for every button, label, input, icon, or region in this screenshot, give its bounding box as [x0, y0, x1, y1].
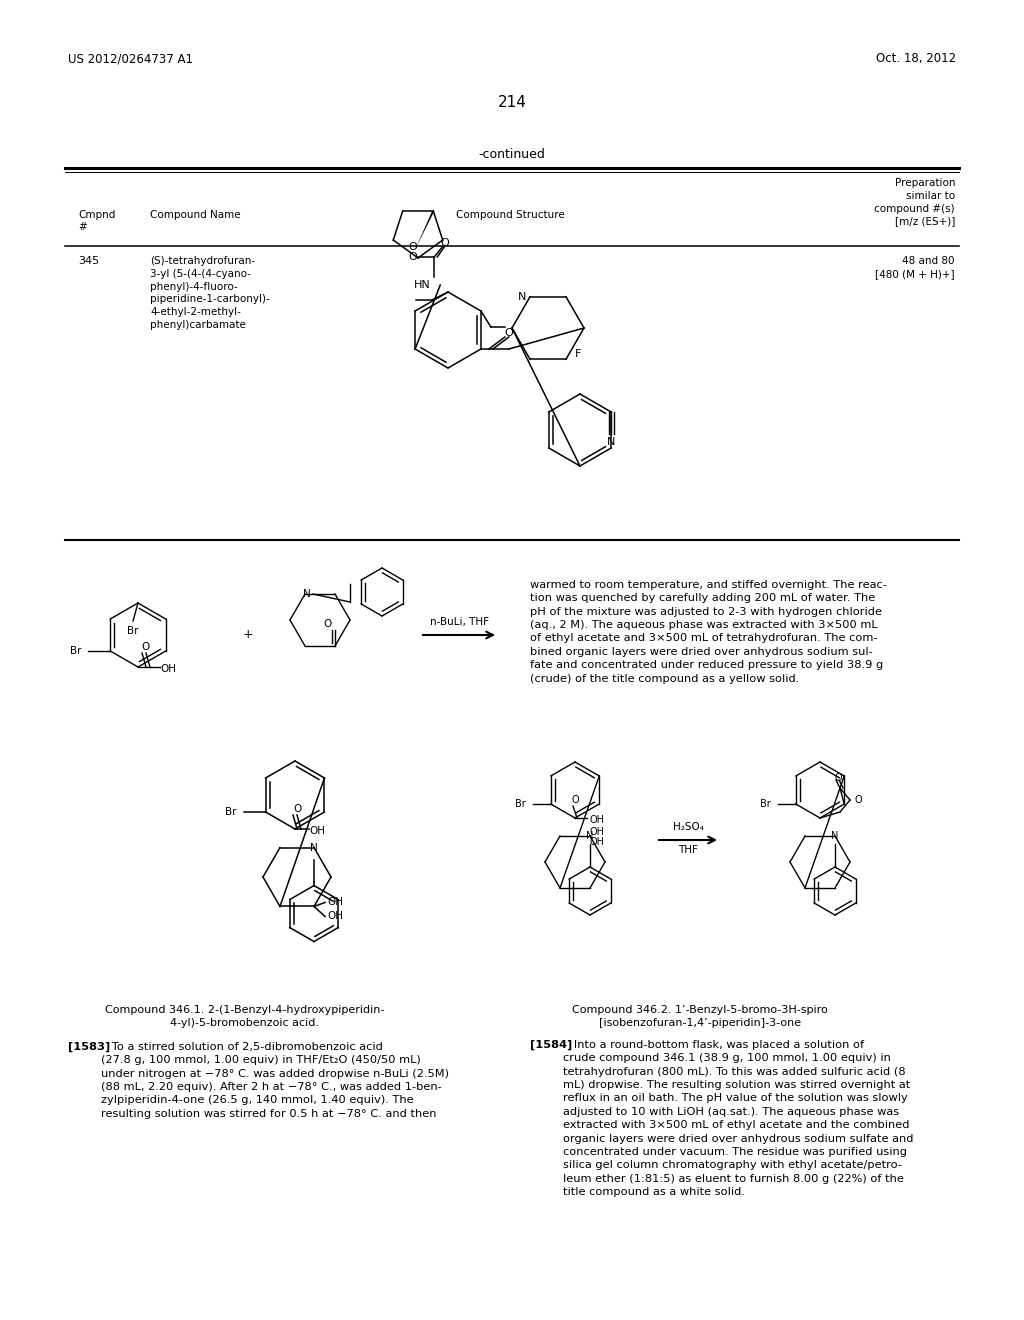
Text: Oct. 18, 2012: Oct. 18, 2012	[876, 51, 956, 65]
Text: Compound 346.2. 1’-Benzyl-5-bromo-3H-spiro
[isobenzofuran-1,4’-piperidin]-3-one: Compound 346.2. 1’-Benzyl-5-bromo-3H-spi…	[572, 1005, 827, 1028]
Text: Br: Br	[70, 645, 81, 656]
Polygon shape	[416, 210, 434, 249]
Text: O: O	[409, 242, 417, 252]
Text: N: N	[587, 832, 594, 841]
Text: Into a round-bottom flask, was placed a solution of
crude compound 346.1 (38.9 g: Into a round-bottom flask, was placed a …	[563, 1040, 913, 1197]
Text: N: N	[310, 842, 317, 853]
Text: Br: Br	[761, 799, 771, 809]
Text: n-BuLi, THF: n-BuLi, THF	[429, 616, 488, 627]
Text: O: O	[571, 795, 579, 805]
Text: O: O	[293, 804, 301, 814]
Text: O: O	[142, 642, 151, 652]
Text: Cmpnd
#: Cmpnd #	[78, 210, 116, 232]
Text: O: O	[835, 774, 842, 783]
Text: O: O	[440, 238, 449, 248]
Text: OH: OH	[160, 664, 176, 675]
Text: N: N	[518, 292, 526, 302]
Text: Preparation
similar to
compound #(s)
[m/z (ES+)]: Preparation similar to compound #(s) [m/…	[874, 178, 955, 227]
Text: 48 and 80
[480 (M + H)+]: 48 and 80 [480 (M + H)+]	[876, 256, 955, 279]
Text: N: N	[303, 589, 311, 599]
Text: HN: HN	[414, 280, 431, 290]
Text: THF: THF	[678, 845, 698, 855]
Text: F: F	[574, 350, 582, 359]
Text: N: N	[607, 437, 615, 447]
Text: N: N	[831, 832, 839, 841]
Text: Br: Br	[225, 807, 237, 817]
Text: Br: Br	[127, 626, 138, 636]
Text: O: O	[505, 327, 513, 338]
Text: Compound 346.1. 2-(1-Benzyl-4-hydroxypiperidin-
4-yl)-5-bromobenzoic acid.: Compound 346.1. 2-(1-Benzyl-4-hydroxypip…	[105, 1005, 385, 1028]
Text: Compound Name: Compound Name	[150, 210, 241, 220]
Text: O: O	[408, 252, 417, 261]
Text: OH: OH	[590, 837, 604, 847]
Text: Compound Structure: Compound Structure	[456, 210, 564, 220]
Text: warmed to room temperature, and stiffed overnight. The reac-
tion was quenched b: warmed to room temperature, and stiffed …	[530, 579, 887, 684]
Text: OH: OH	[590, 814, 604, 825]
Text: Br: Br	[515, 799, 526, 809]
Text: [1584]: [1584]	[530, 1040, 572, 1051]
Text: O: O	[854, 795, 862, 805]
Text: OH: OH	[309, 826, 325, 836]
Text: To a stirred solution of 2,5-dibromobenzoic acid
(27.8 g, 100 mmol, 1.00 equiv) : To a stirred solution of 2,5-dibromobenz…	[101, 1041, 449, 1119]
Text: +: +	[243, 628, 253, 642]
Text: -continued: -continued	[478, 148, 546, 161]
Text: OH: OH	[327, 911, 343, 921]
Text: (S)-tetrahydrofuran-
3-yl (5-(4-(4-cyano-
phenyl)-4-fluoro-
piperidine-1-carbony: (S)-tetrahydrofuran- 3-yl (5-(4-(4-cyano…	[150, 256, 269, 330]
Text: O: O	[323, 619, 331, 630]
Text: [1583]: [1583]	[68, 1041, 111, 1052]
Text: 214: 214	[498, 95, 526, 110]
Text: US 2012/0264737 A1: US 2012/0264737 A1	[68, 51, 193, 65]
Text: OH: OH	[590, 828, 604, 837]
Text: H₂SO₄: H₂SO₄	[673, 822, 703, 832]
Text: 345: 345	[78, 256, 99, 267]
Text: OH: OH	[327, 898, 343, 907]
